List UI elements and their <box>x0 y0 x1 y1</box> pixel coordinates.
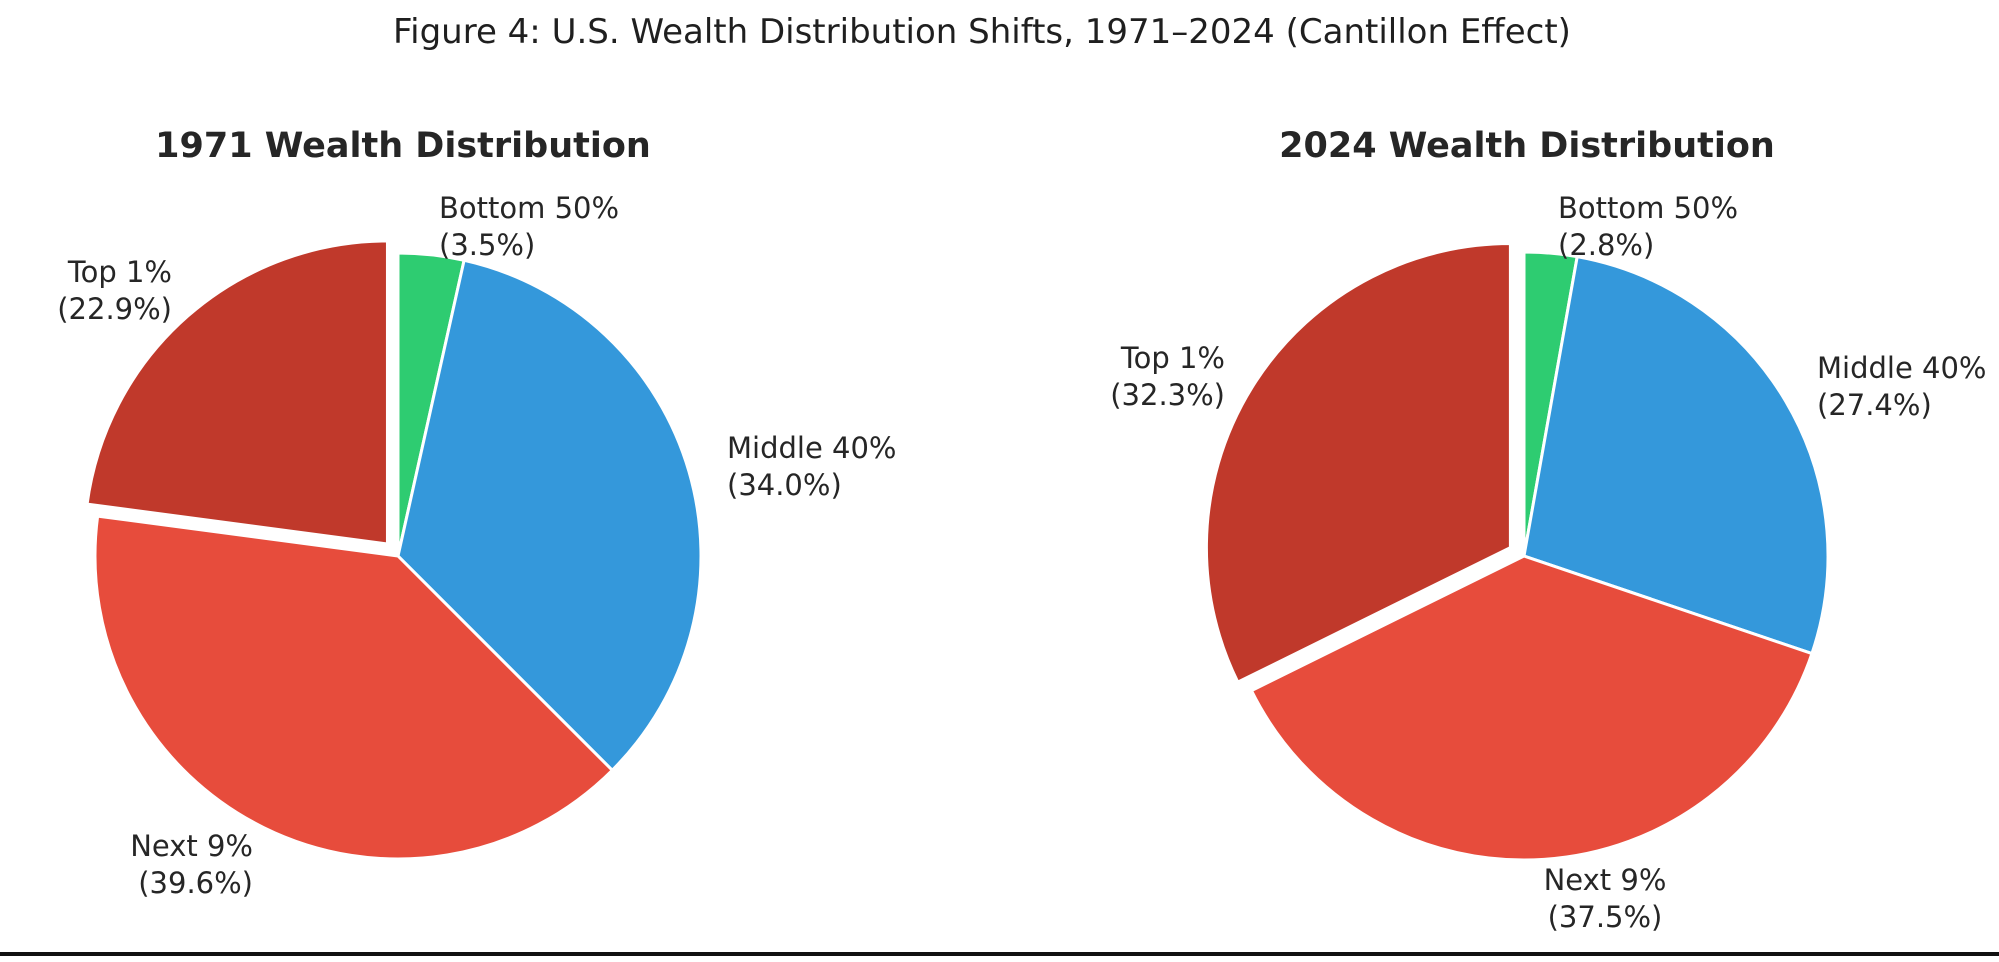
pie-label-name: Bottom 50% <box>1558 191 1739 225</box>
pie-label-name: Next 9% <box>1543 863 1667 897</box>
figure-title: Figure 4: U.S. Wealth Distribution Shift… <box>393 12 1571 52</box>
pie-label-name: Middle 40% <box>727 431 897 465</box>
pie-2024-slice-middle-40 <box>1522 255 1830 656</box>
pie-label-percentage: (3.5%) <box>439 228 536 262</box>
pie-label-percentage: (34.0%) <box>727 468 842 502</box>
pie-2024-slice-next-9 <box>1249 554 1814 862</box>
pie-label-percentage: (37.5%) <box>1547 900 1663 934</box>
bottom-rule <box>0 952 1999 956</box>
pie-1971-slice-top-1 <box>85 239 389 546</box>
pie-1971-label-next-9: Next 9% (39.6%) <box>130 828 253 902</box>
pie-1971-slice-next-9 <box>93 514 614 861</box>
pie-label-percentage: (32.3%) <box>1110 378 1225 412</box>
pie-2024-label-next-9: Next 9% (37.5%) <box>1544 862 1667 936</box>
pie-2024-slice-top-1 <box>1204 242 1512 684</box>
pie-label-name: Bottom 50% <box>439 191 620 225</box>
pie-label-percentage: (22.9%) <box>57 292 172 326</box>
pie-2024-label-middle-40: Middle 40% (27.4%) <box>1817 350 1986 424</box>
pie-label-percentage: (27.4%) <box>1817 388 1932 422</box>
pie-label-percentage: (2.8%) <box>1558 228 1655 262</box>
pie-2024-label-bottom-50: Bottom 50% (2.8%) <box>1558 190 1738 264</box>
pie-label-name: Top 1% <box>67 255 172 289</box>
pie-1971-label-bottom-50: Bottom 50% (3.5%) <box>439 190 619 264</box>
pie-1971-slice-middle-40 <box>396 258 703 772</box>
pie-label-name: Next 9% <box>130 829 253 863</box>
pie-2024-label-top-1: Top 1% (32.3%) <box>1110 340 1225 414</box>
subplot-title-1971: 1971 Wealth Distribution <box>155 126 651 166</box>
pie-label-name: Top 1% <box>1120 341 1225 375</box>
pie-1971-label-top-1: Top 1% (22.9%) <box>57 254 172 328</box>
subplot-title-2024: 2024 Wealth Distribution <box>1279 126 1775 166</box>
pie-label-name: Middle 40% <box>1817 351 1987 385</box>
pie-1971-label-middle-40: Middle 40% (34.0%) <box>727 430 896 504</box>
pie-label-percentage: (39.6%) <box>138 866 253 900</box>
